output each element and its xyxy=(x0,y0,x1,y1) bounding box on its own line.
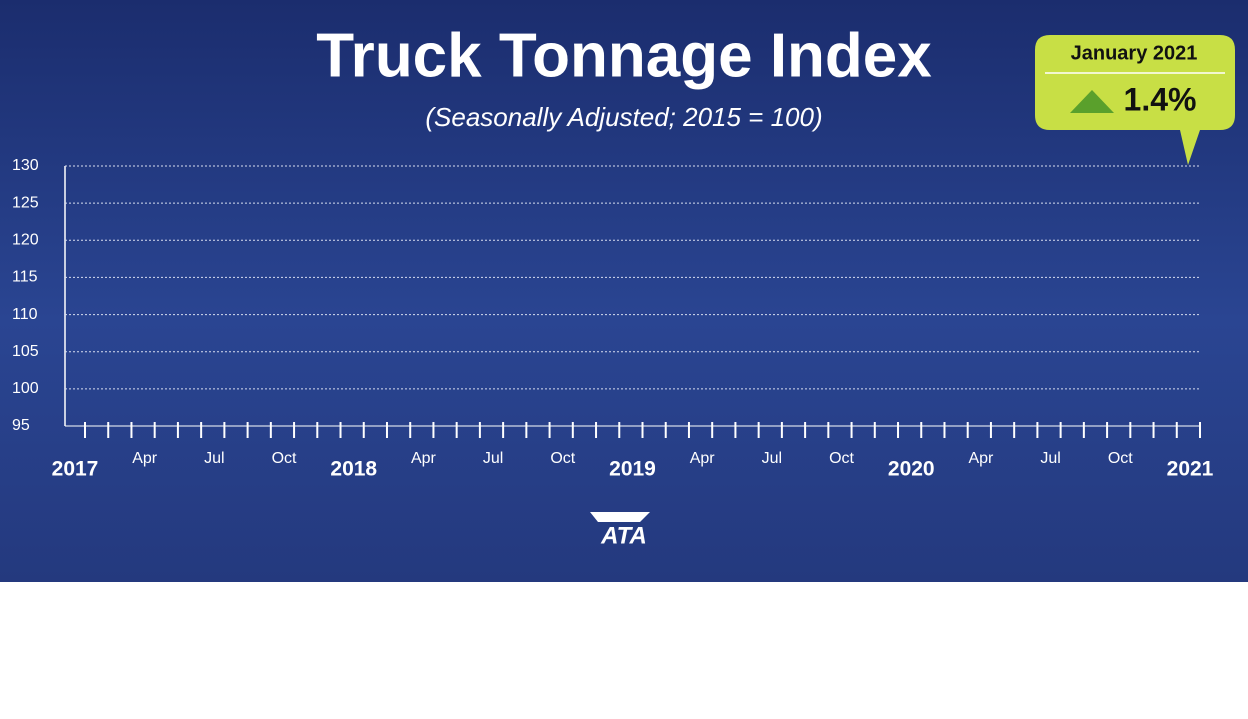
x-tick-label: Oct xyxy=(829,450,854,467)
x-tick-label: Jul xyxy=(483,450,503,467)
logo-text: ATA xyxy=(600,522,647,549)
x-tick-label: 2018 xyxy=(330,458,377,481)
logo: ATA xyxy=(590,512,650,549)
y-tick-label: 125 xyxy=(12,194,39,211)
y-tick-label: 105 xyxy=(12,343,39,360)
x-tick-label: Apr xyxy=(132,450,158,467)
x-tick-label: Apr xyxy=(968,450,994,467)
callout-box xyxy=(1035,35,1235,165)
callout-value: 1.4% xyxy=(1124,81,1197,117)
x-tick-label: 2021 xyxy=(1167,458,1214,481)
y-tick-label: 110 xyxy=(12,306,38,323)
up-arrow xyxy=(1070,90,1114,113)
x-tick-label: Oct xyxy=(1108,450,1133,467)
y-tick-label: 100 xyxy=(12,380,39,397)
callout: January 2021 1.4% xyxy=(1035,35,1235,165)
x-tick-label: Jul xyxy=(1040,450,1060,467)
y-tick-label: 130 xyxy=(12,157,39,174)
x-tick-label: Oct xyxy=(550,450,575,467)
x-tick-label: Oct xyxy=(272,450,297,467)
chart-subtitle: (Seasonally Adjusted; 2015 = 100) xyxy=(425,102,822,132)
x-tick-label: 2017 xyxy=(52,458,99,481)
x-tick-label: Apr xyxy=(690,450,716,467)
x-tick-label: Apr xyxy=(411,450,437,467)
y-tick-label: 115 xyxy=(12,269,38,286)
x-tick-label: Jul xyxy=(204,450,224,467)
x-tick-label: Jul xyxy=(762,450,782,467)
callout-title: January 2021 xyxy=(1071,42,1198,64)
chart-title: Truck Tonnage Index xyxy=(316,21,932,90)
y-tick-label: 95 xyxy=(12,417,30,434)
x-tick-label: 2020 xyxy=(888,458,935,481)
logo-mark xyxy=(590,512,650,522)
x-tick-label: 2019 xyxy=(609,458,656,481)
y-tick-label: 120 xyxy=(12,232,39,249)
